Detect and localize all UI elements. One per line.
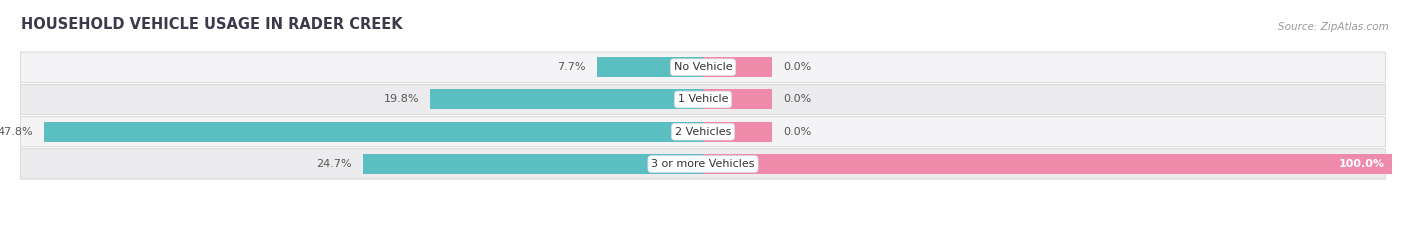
Text: No Vehicle: No Vehicle — [673, 62, 733, 72]
Text: 19.8%: 19.8% — [384, 94, 419, 104]
Text: 7.7%: 7.7% — [557, 62, 586, 72]
Text: 0.0%: 0.0% — [783, 94, 811, 104]
Text: 3 or more Vehicles: 3 or more Vehicles — [651, 159, 755, 169]
Text: HOUSEHOLD VEHICLE USAGE IN RADER CREEK: HOUSEHOLD VEHICLE USAGE IN RADER CREEK — [21, 17, 402, 32]
Text: 0.0%: 0.0% — [783, 62, 811, 72]
FancyBboxPatch shape — [21, 52, 1385, 82]
Text: 1 Vehicle: 1 Vehicle — [678, 94, 728, 104]
Bar — [703, 89, 772, 110]
Bar — [363, 154, 703, 174]
Bar — [598, 57, 703, 77]
FancyBboxPatch shape — [21, 149, 1385, 179]
FancyBboxPatch shape — [21, 84, 1385, 115]
Text: 2 Vehicles: 2 Vehicles — [675, 127, 731, 137]
Text: 24.7%: 24.7% — [316, 159, 352, 169]
Text: 47.8%: 47.8% — [0, 127, 34, 137]
Bar — [703, 154, 1406, 174]
Text: 0.0%: 0.0% — [783, 127, 811, 137]
Bar — [430, 89, 703, 110]
FancyBboxPatch shape — [21, 116, 1385, 147]
Text: Source: ZipAtlas.com: Source: ZipAtlas.com — [1278, 22, 1389, 32]
Bar — [45, 122, 703, 142]
Bar — [703, 122, 772, 142]
Text: 100.0%: 100.0% — [1339, 159, 1385, 169]
Bar — [703, 57, 772, 77]
